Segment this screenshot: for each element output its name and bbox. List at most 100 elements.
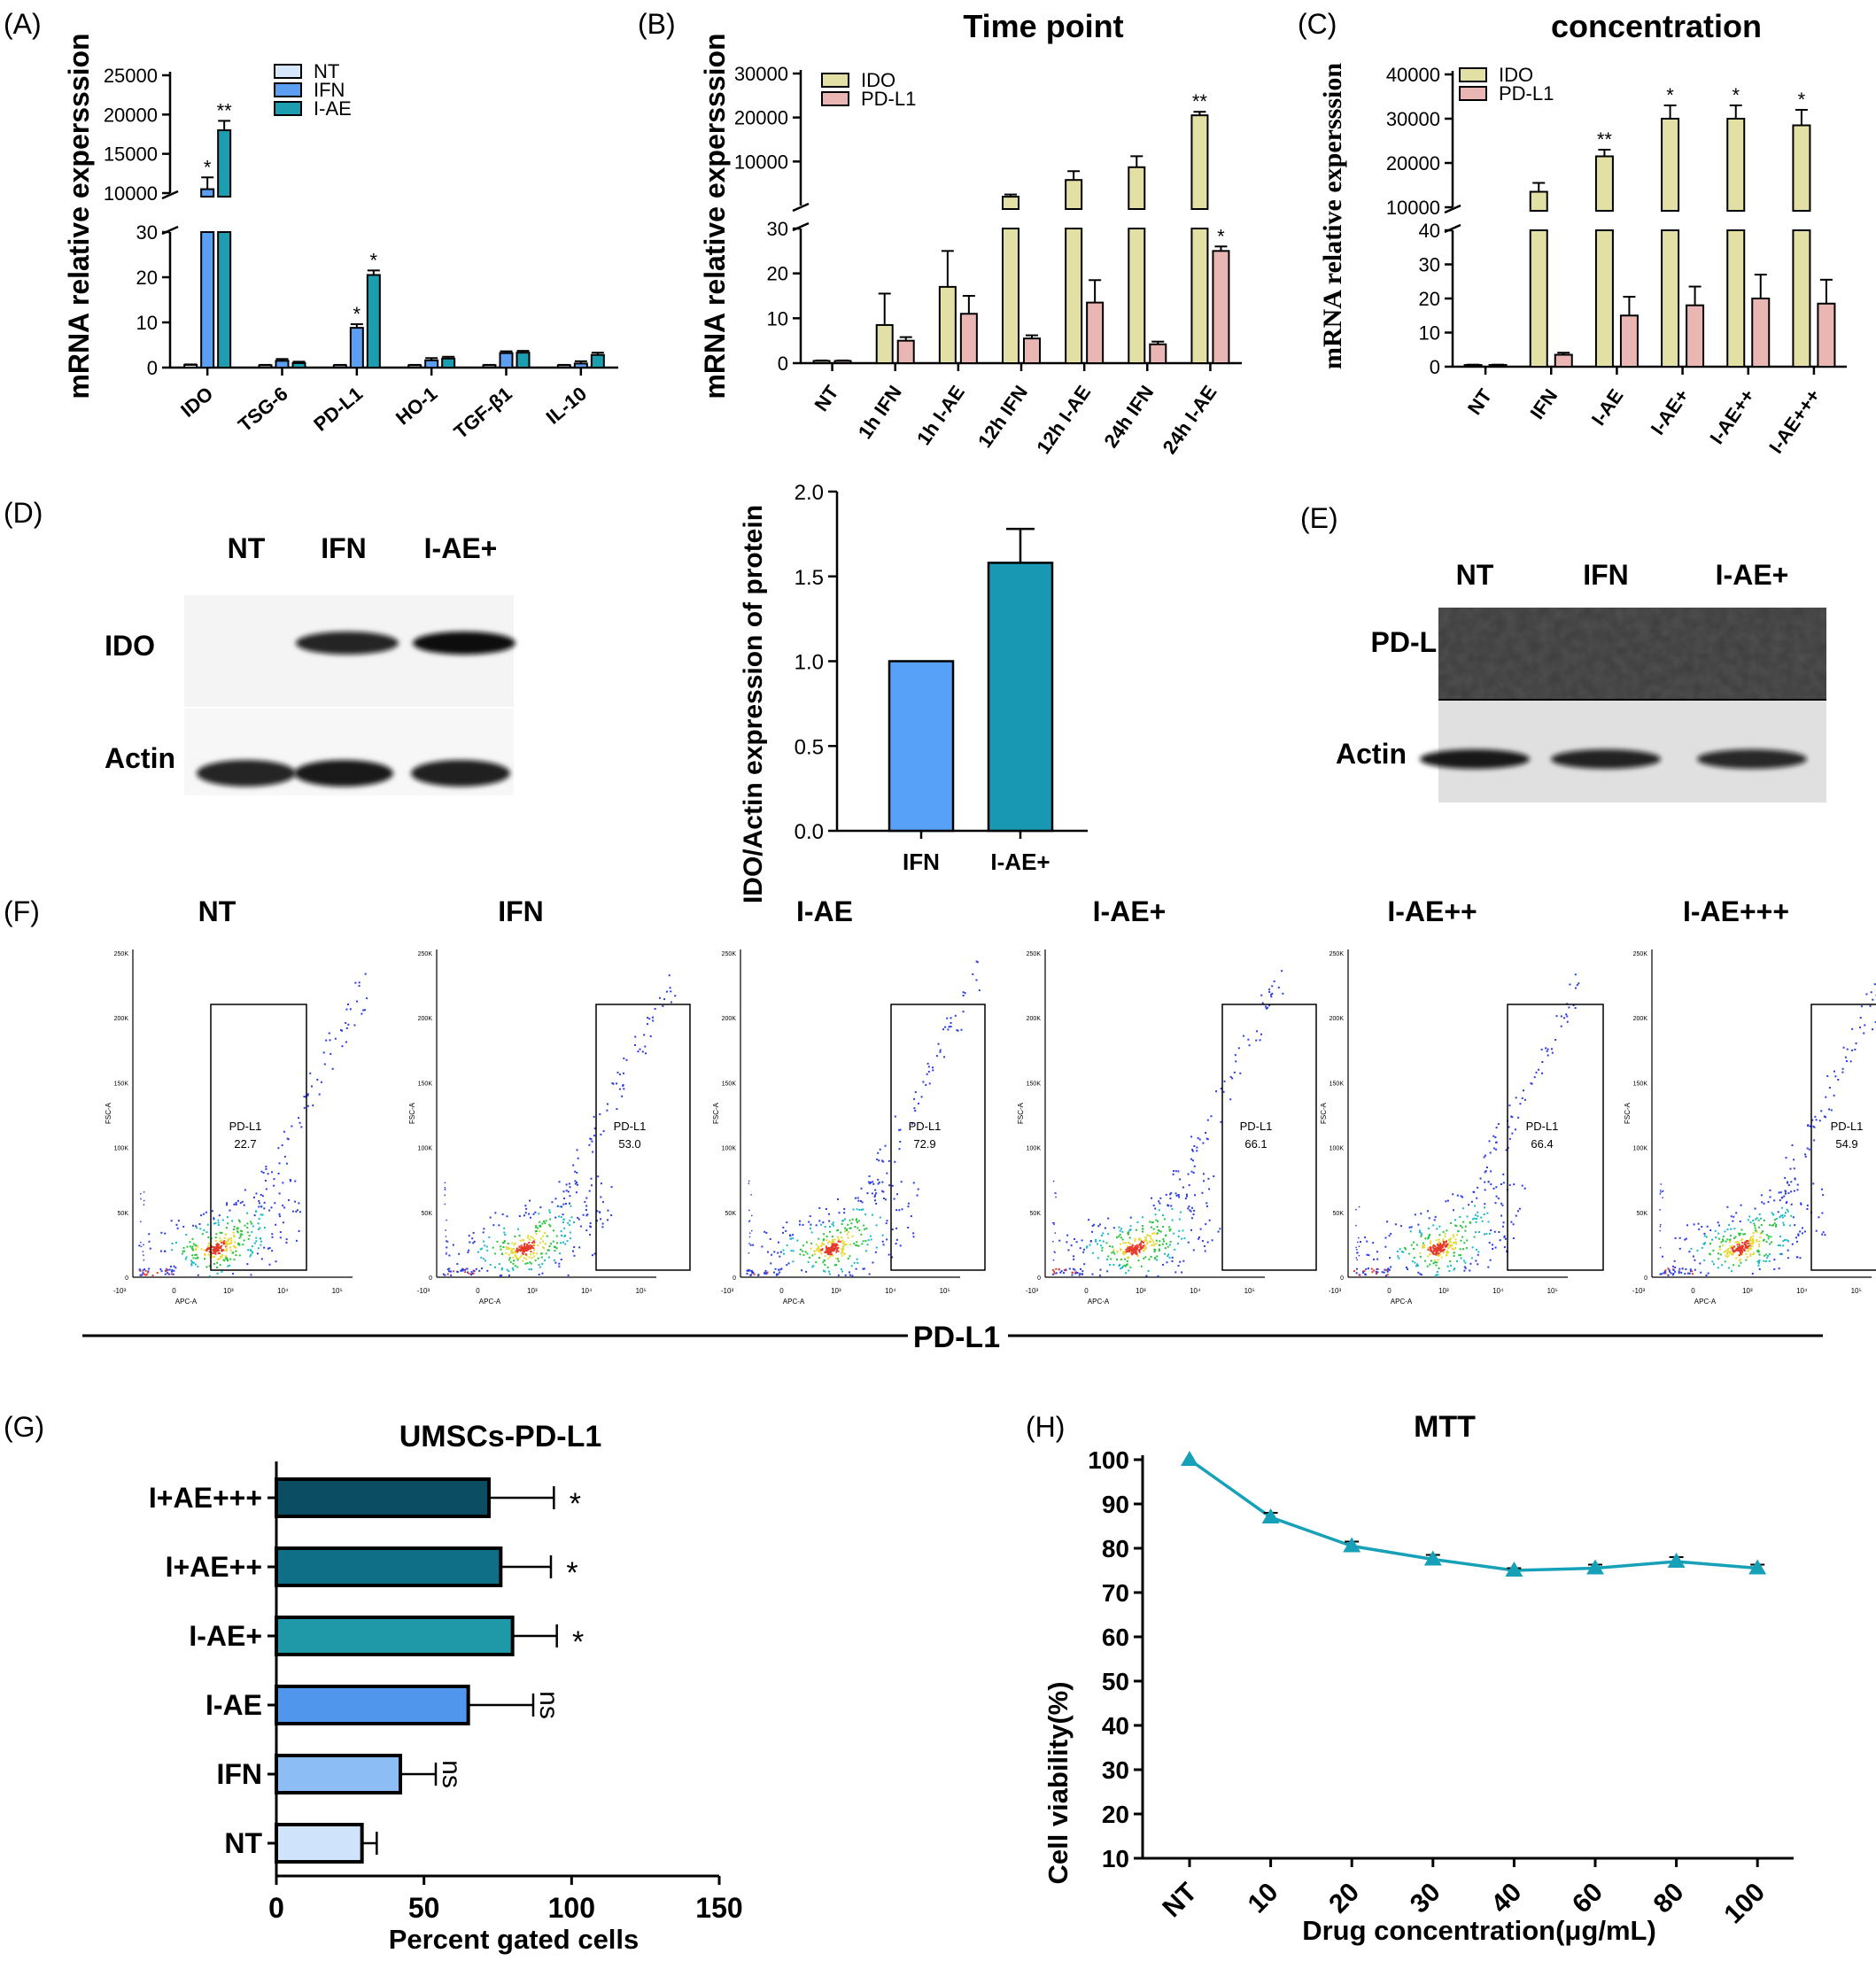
flow-event-tail	[1271, 992, 1274, 995]
flow-event	[1464, 1229, 1467, 1232]
flow-event-base	[473, 1270, 476, 1273]
flow-event	[833, 1264, 836, 1267]
flow-event	[295, 1239, 298, 1242]
flow-event	[813, 1250, 816, 1252]
flow-event	[567, 1274, 570, 1276]
flow-event	[206, 1245, 209, 1248]
flow-event	[536, 1252, 539, 1255]
flow-event	[855, 1244, 857, 1247]
flow-event	[781, 1231, 784, 1234]
flow-event	[1738, 1260, 1740, 1262]
flow-event	[1782, 1240, 1785, 1243]
flow-event-tail	[1530, 1082, 1532, 1085]
flow-event	[1739, 1252, 1741, 1254]
flow-event	[1409, 1230, 1412, 1233]
flow-event	[882, 1244, 885, 1246]
flow-event	[1420, 1233, 1423, 1236]
x-tick-label: 80	[1648, 1878, 1690, 1919]
flow-event	[1728, 1252, 1731, 1254]
flow-event-tail	[1813, 1126, 1816, 1128]
x-tick-label: 10	[1243, 1878, 1284, 1919]
flow-event	[1778, 1191, 1780, 1194]
flow-event-base	[1681, 1267, 1684, 1270]
flow-event	[1720, 1241, 1723, 1244]
flow-event-axis	[1659, 1193, 1662, 1195]
bar-upper	[1726, 118, 1746, 212]
flow-event	[1202, 1173, 1205, 1175]
y-tick-label: 70	[1102, 1579, 1129, 1607]
flow-event	[1150, 1226, 1152, 1229]
flow-x-tick: 10⁴	[1492, 1287, 1504, 1295]
flow-event	[554, 1261, 557, 1264]
flow-event	[1733, 1264, 1735, 1267]
flow-event	[467, 1251, 469, 1253]
flow-event	[1765, 1240, 1768, 1243]
flow-event	[200, 1248, 203, 1251]
flow-event-base	[461, 1267, 464, 1270]
flow-event	[226, 1216, 229, 1219]
blot-lane-label: NT	[228, 532, 266, 564]
flow-event	[220, 1239, 222, 1242]
flow-event	[860, 1233, 863, 1236]
flow-event	[1455, 1225, 1458, 1228]
flow-event	[822, 1221, 825, 1224]
flow-event	[1165, 1235, 1167, 1237]
flow-event-base	[774, 1267, 777, 1270]
flow-event	[823, 1233, 826, 1236]
flow-event-tail	[298, 1121, 301, 1124]
flow-event-tail	[612, 1082, 615, 1085]
flow-event	[831, 1223, 833, 1226]
flow-event	[1800, 1202, 1802, 1205]
flow-event	[472, 1231, 475, 1234]
bar	[1619, 314, 1639, 368]
flow-event	[1112, 1227, 1115, 1229]
flow-event	[582, 1213, 585, 1216]
flow-event-tail	[1825, 1096, 1827, 1098]
flow-event	[881, 1181, 884, 1183]
flow-event-axis	[1661, 1190, 1663, 1193]
flow-event	[1394, 1223, 1397, 1226]
flow-event	[1154, 1249, 1157, 1252]
flow-event-tail	[1210, 1115, 1213, 1118]
flow-event	[186, 1245, 189, 1248]
flow-event	[221, 1219, 224, 1221]
flow-event-tail	[593, 1115, 595, 1118]
flow-event	[1123, 1251, 1126, 1253]
flow-event	[468, 1235, 470, 1237]
flow-event-base	[442, 1273, 445, 1275]
flow-event-tail	[1874, 1020, 1876, 1023]
flow-event-tail	[260, 1170, 263, 1173]
flow-event	[1752, 1232, 1755, 1235]
flow-event	[1445, 1244, 1447, 1246]
flow-event-tail	[1791, 1144, 1794, 1147]
flow-event	[249, 1249, 252, 1252]
flow-event	[1451, 1247, 1454, 1250]
bar	[349, 327, 364, 368]
flow-event	[530, 1245, 532, 1248]
flow-event	[1178, 1229, 1181, 1232]
flow-event	[1453, 1252, 1455, 1254]
flow-event-tail	[1476, 1197, 1478, 1199]
flow-event	[829, 1255, 832, 1258]
flow-event	[1731, 1270, 1733, 1273]
flow-event	[1453, 1268, 1455, 1271]
flow-event-tail	[1198, 1138, 1201, 1141]
flow-event	[1724, 1250, 1726, 1252]
flow-event	[241, 1200, 244, 1203]
flow-event	[529, 1248, 531, 1251]
flow-event	[1794, 1224, 1796, 1227]
flow-event	[508, 1257, 511, 1260]
flow-event	[1142, 1241, 1144, 1244]
flow-event-base	[778, 1268, 780, 1271]
flow-event-axis	[444, 1194, 446, 1197]
significance-mark: *	[566, 1556, 578, 1590]
flow-event	[1513, 1183, 1516, 1186]
flow-event	[197, 1257, 199, 1260]
flow-event-base	[746, 1269, 748, 1272]
flow-event	[1166, 1261, 1168, 1264]
flow-event-tail	[331, 1067, 334, 1070]
flow-event	[1445, 1200, 1447, 1203]
flow-event	[1740, 1204, 1742, 1206]
x-tick-label: 100	[548, 1892, 595, 1924]
flow-event	[1427, 1236, 1430, 1239]
